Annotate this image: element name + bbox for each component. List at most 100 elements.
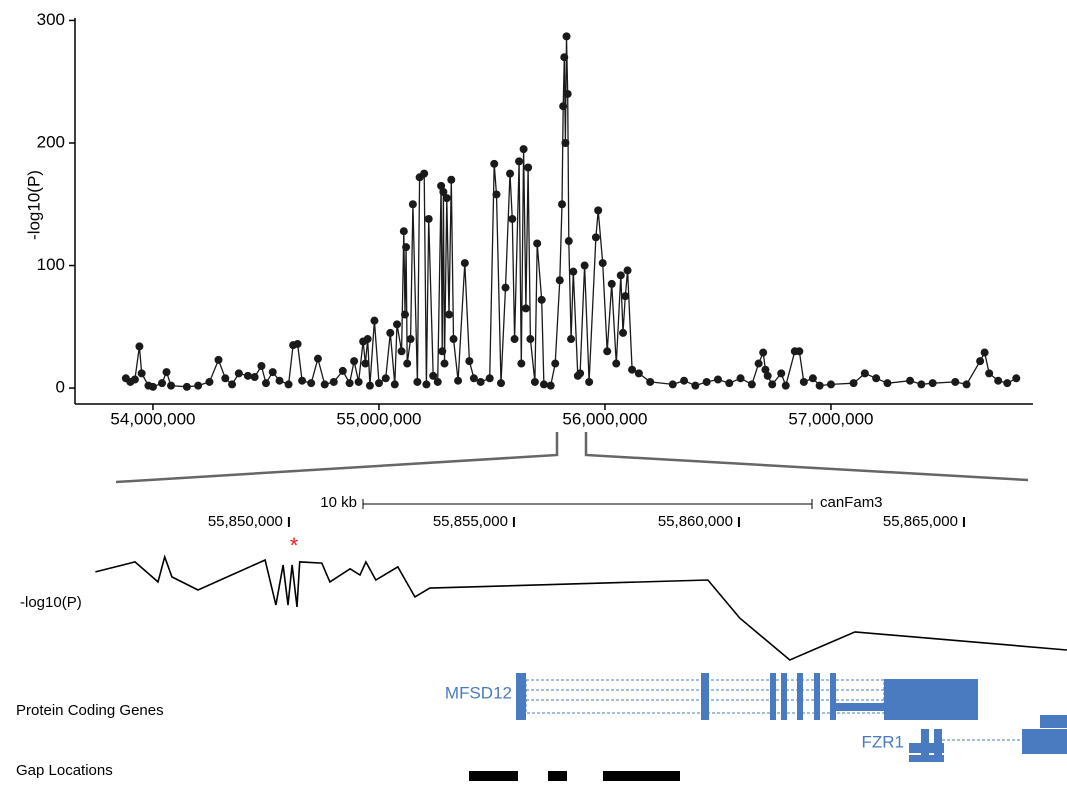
point: [619, 328, 628, 337]
point: [747, 380, 756, 389]
point: [148, 382, 157, 391]
point: [795, 347, 804, 356]
point: [1012, 374, 1021, 383]
point: [539, 380, 548, 389]
gene-track: [516, 673, 1067, 762]
point: [559, 102, 568, 111]
point: [691, 381, 700, 390]
point: [917, 380, 926, 389]
point: [976, 357, 985, 366]
exon: [884, 679, 978, 720]
point: [381, 374, 390, 383]
point: [298, 376, 307, 385]
point: [162, 368, 171, 377]
y-tick-label: 0: [56, 378, 65, 397]
assembly-label: canFam3: [820, 494, 883, 511]
point: [408, 200, 417, 209]
point: [551, 359, 560, 368]
point: [607, 279, 616, 288]
point: [928, 379, 937, 388]
gap: [548, 771, 567, 781]
point: [530, 377, 539, 386]
point: [598, 259, 607, 268]
point: [621, 292, 630, 301]
point: [713, 375, 722, 384]
annotation: *: [290, 533, 299, 558]
point: [439, 188, 448, 197]
connector-left: [115, 432, 559, 484]
point: [826, 380, 835, 389]
point: [402, 243, 411, 252]
point: [501, 283, 510, 292]
point: [469, 374, 478, 383]
point: [465, 357, 474, 366]
point: [962, 380, 971, 389]
point: [413, 377, 422, 386]
point: [754, 359, 763, 368]
point: [284, 380, 293, 389]
point: [167, 381, 176, 390]
point: [363, 335, 372, 344]
exon: [909, 743, 944, 753]
point: [951, 377, 960, 386]
point: [546, 381, 555, 390]
exon: [909, 755, 944, 762]
scale-label: 10 kb: [320, 494, 357, 511]
point: [228, 380, 237, 389]
point: [623, 266, 632, 275]
point: [393, 320, 402, 329]
point: [781, 381, 790, 390]
point: [130, 375, 139, 384]
point: [524, 163, 533, 172]
point: [422, 380, 431, 389]
point: [437, 181, 446, 190]
point: [158, 379, 167, 388]
point: [320, 380, 329, 389]
point: [799, 377, 808, 386]
point: [558, 200, 567, 209]
point: [533, 239, 542, 248]
point: [485, 374, 494, 383]
point: [490, 159, 499, 168]
point: [562, 32, 571, 41]
x-tick-label: 57,000,000: [788, 409, 873, 428]
point: [759, 348, 768, 357]
point: [354, 377, 363, 386]
exon: [781, 673, 787, 720]
point: [883, 379, 892, 388]
point: [449, 335, 458, 344]
point: [214, 355, 223, 364]
point: [293, 339, 302, 348]
point: [603, 347, 612, 356]
point: [257, 362, 266, 371]
point: [429, 371, 438, 380]
scale-bar: 10 kb canFam3: [320, 494, 882, 511]
point: [194, 381, 203, 390]
point: [564, 237, 573, 246]
point: [365, 381, 374, 390]
track-label: Gap Locations: [16, 762, 113, 779]
point: [454, 376, 463, 385]
point: [580, 261, 589, 270]
gap: [469, 771, 518, 781]
point: [668, 380, 677, 389]
point: [860, 369, 869, 378]
point: [350, 357, 359, 366]
point: [628, 365, 637, 374]
x-tick-label: 54,000,000: [110, 409, 195, 428]
gene-label: MFSD12: [445, 683, 512, 702]
point: [555, 276, 564, 285]
point: [777, 369, 786, 378]
point: [1003, 379, 1012, 388]
exon: [797, 673, 803, 720]
point: [403, 359, 412, 368]
point: [460, 259, 469, 268]
track-title: -log10(P): [20, 594, 82, 611]
point: [234, 369, 243, 378]
point: [761, 365, 770, 374]
point: [563, 89, 572, 98]
point: [433, 377, 442, 386]
point: [329, 377, 338, 386]
point: [646, 377, 655, 386]
y-tick-label: 300: [37, 10, 65, 29]
